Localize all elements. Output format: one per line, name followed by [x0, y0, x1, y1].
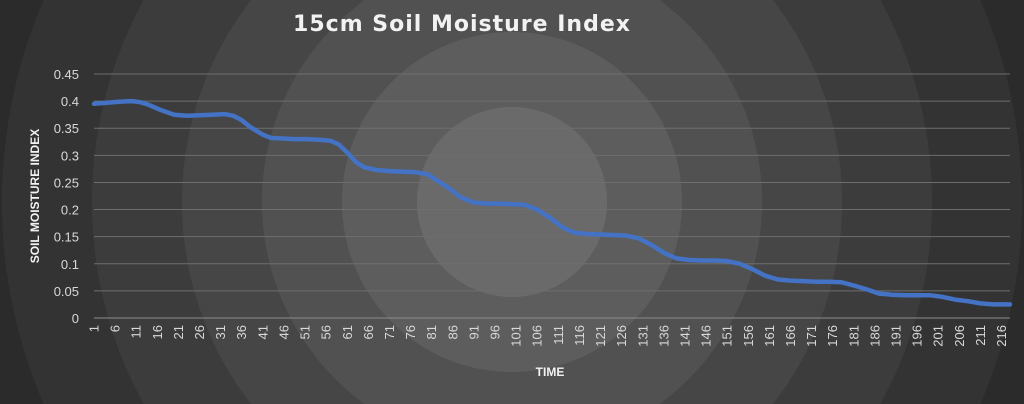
x-tick-label: 86 [445, 325, 460, 339]
x-tick-label: 191 [889, 325, 904, 347]
x-tick-label: 211 [973, 325, 988, 346]
x-tick-label: 136 [656, 325, 671, 347]
x-tick-label: 176 [825, 325, 840, 347]
x-tick-label: 41 [255, 325, 270, 339]
x-tick-label: 11 [129, 325, 144, 339]
x-axis-ticks: 1 6 11 16 21 26 31 36 41 46 51 56 61 66 71 76 81 86 91 96 10… [87, 325, 1010, 347]
series-line [91, 98, 1013, 307]
y-tick-label: 0.1 [61, 257, 79, 272]
x-tick-label: 21 [171, 325, 186, 339]
y-tick-label: 0 [72, 311, 79, 326]
x-tick-label: 46 [276, 325, 291, 339]
x-tick-label: 126 [614, 325, 629, 347]
x-tick-label: 206 [952, 325, 967, 347]
x-tick-label: 91 [466, 325, 481, 339]
y-tick-label: 0.05 [54, 284, 79, 299]
x-tick-label: 171 [804, 325, 819, 347]
x-tick-label: 156 [741, 325, 756, 347]
y-tick-label: 0.3 [61, 148, 79, 163]
x-tick-label: 201 [931, 325, 946, 347]
x-tick-label: 61 [340, 325, 355, 339]
x-tick-label: 121 [593, 325, 608, 347]
x-tick-label: 76 [403, 325, 418, 339]
x-tick-label: 81 [424, 325, 439, 339]
gridlines [94, 73, 1010, 319]
y-tick-label: 0.35 [54, 121, 79, 136]
series-layer [91, 98, 1013, 307]
x-tick-label: 146 [699, 325, 714, 347]
x-tick-label: 6 [108, 325, 123, 332]
x-tick-label: 166 [783, 325, 798, 347]
x-tick-label: 66 [361, 325, 376, 339]
x-tick-label: 101 [509, 325, 524, 347]
x-tick-label: 161 [762, 325, 777, 347]
x-tick-label: 196 [910, 325, 925, 347]
y-axis-title: SOIL MOISTURE INDEX [28, 129, 42, 263]
x-tick-label: 151 [720, 325, 735, 347]
x-tick-label: 106 [530, 325, 545, 347]
x-tick-label: 116 [572, 325, 587, 346]
x-tick-label: 111 [551, 325, 566, 345]
x-tick-label: 56 [319, 325, 334, 339]
x-tick-label: 96 [488, 325, 503, 339]
x-axis-title: TIME [536, 365, 565, 379]
x-tick-label: 216 [994, 325, 1009, 347]
y-tick-label: 0.2 [61, 203, 79, 218]
x-tick-label: 26 [192, 325, 207, 339]
chart-title: 15cm Soil Moisture Index [293, 12, 631, 37]
y-tick-label: 0.4 [61, 94, 79, 109]
y-axis-ticks: 0 0.05 0.1 0.15 0.2 0.25 0.3 0.35 0.4 0.45 [54, 67, 79, 326]
x-tick-label: 16 [150, 325, 165, 339]
x-tick-label: 71 [382, 325, 397, 339]
x-tick-label: 131 [635, 325, 650, 347]
y-tick-label: 0.15 [54, 230, 79, 245]
x-tick-label: 36 [234, 325, 249, 339]
x-tick-label: 186 [867, 325, 882, 347]
y-tick-label: 0.45 [54, 67, 79, 82]
x-tick-label: 51 [298, 325, 313, 339]
x-tick-label: 31 [213, 325, 228, 339]
y-tick-label: 0.25 [54, 175, 79, 190]
x-tick-label: 181 [846, 325, 861, 347]
x-tick-label: 141 [677, 325, 692, 347]
x-tick-label: 1 [87, 325, 102, 332]
